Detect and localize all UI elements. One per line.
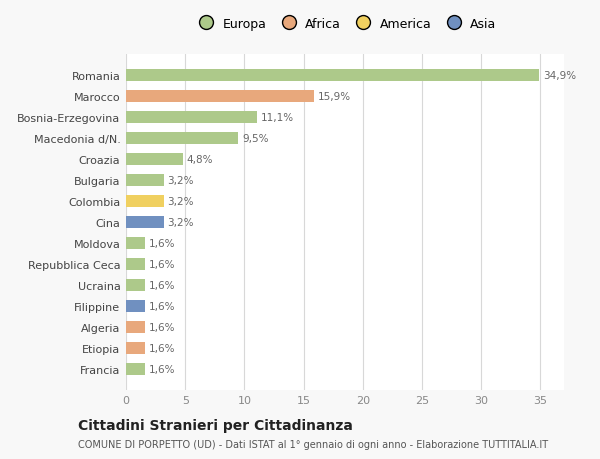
Bar: [126, 154, 183, 166]
Text: 15,9%: 15,9%: [318, 92, 351, 102]
Text: 1,6%: 1,6%: [148, 364, 175, 374]
Text: 1,6%: 1,6%: [148, 239, 175, 248]
Bar: [126, 280, 145, 291]
Text: 3,2%: 3,2%: [167, 218, 194, 228]
Text: 3,2%: 3,2%: [167, 176, 194, 186]
Bar: [126, 133, 238, 145]
Text: 1,6%: 1,6%: [148, 322, 175, 332]
Text: Cittadini Stranieri per Cittadinanza: Cittadini Stranieri per Cittadinanza: [78, 418, 353, 432]
Bar: [126, 238, 145, 249]
Bar: [126, 364, 145, 375]
Bar: [126, 259, 145, 270]
Bar: [126, 196, 164, 207]
Legend: Europa, Africa, America, Asia: Europa, Africa, America, Asia: [194, 18, 496, 31]
Text: 1,6%: 1,6%: [148, 259, 175, 269]
Bar: [126, 301, 145, 312]
Text: 1,6%: 1,6%: [148, 280, 175, 291]
Bar: [126, 342, 145, 354]
Bar: [126, 91, 314, 103]
Bar: [126, 112, 257, 123]
Bar: [126, 70, 539, 82]
Text: 4,8%: 4,8%: [187, 155, 213, 165]
Text: COMUNE DI PORPETTO (UD) - Dati ISTAT al 1° gennaio di ogni anno - Elaborazione T: COMUNE DI PORPETTO (UD) - Dati ISTAT al …: [78, 440, 548, 449]
Text: 9,5%: 9,5%: [242, 134, 269, 144]
Text: 1,6%: 1,6%: [148, 343, 175, 353]
Text: 1,6%: 1,6%: [148, 302, 175, 311]
Text: 34,9%: 34,9%: [542, 71, 576, 81]
Bar: [126, 217, 164, 229]
Bar: [126, 322, 145, 333]
Text: 11,1%: 11,1%: [261, 113, 294, 123]
Bar: [126, 175, 164, 186]
Text: 3,2%: 3,2%: [167, 197, 194, 207]
